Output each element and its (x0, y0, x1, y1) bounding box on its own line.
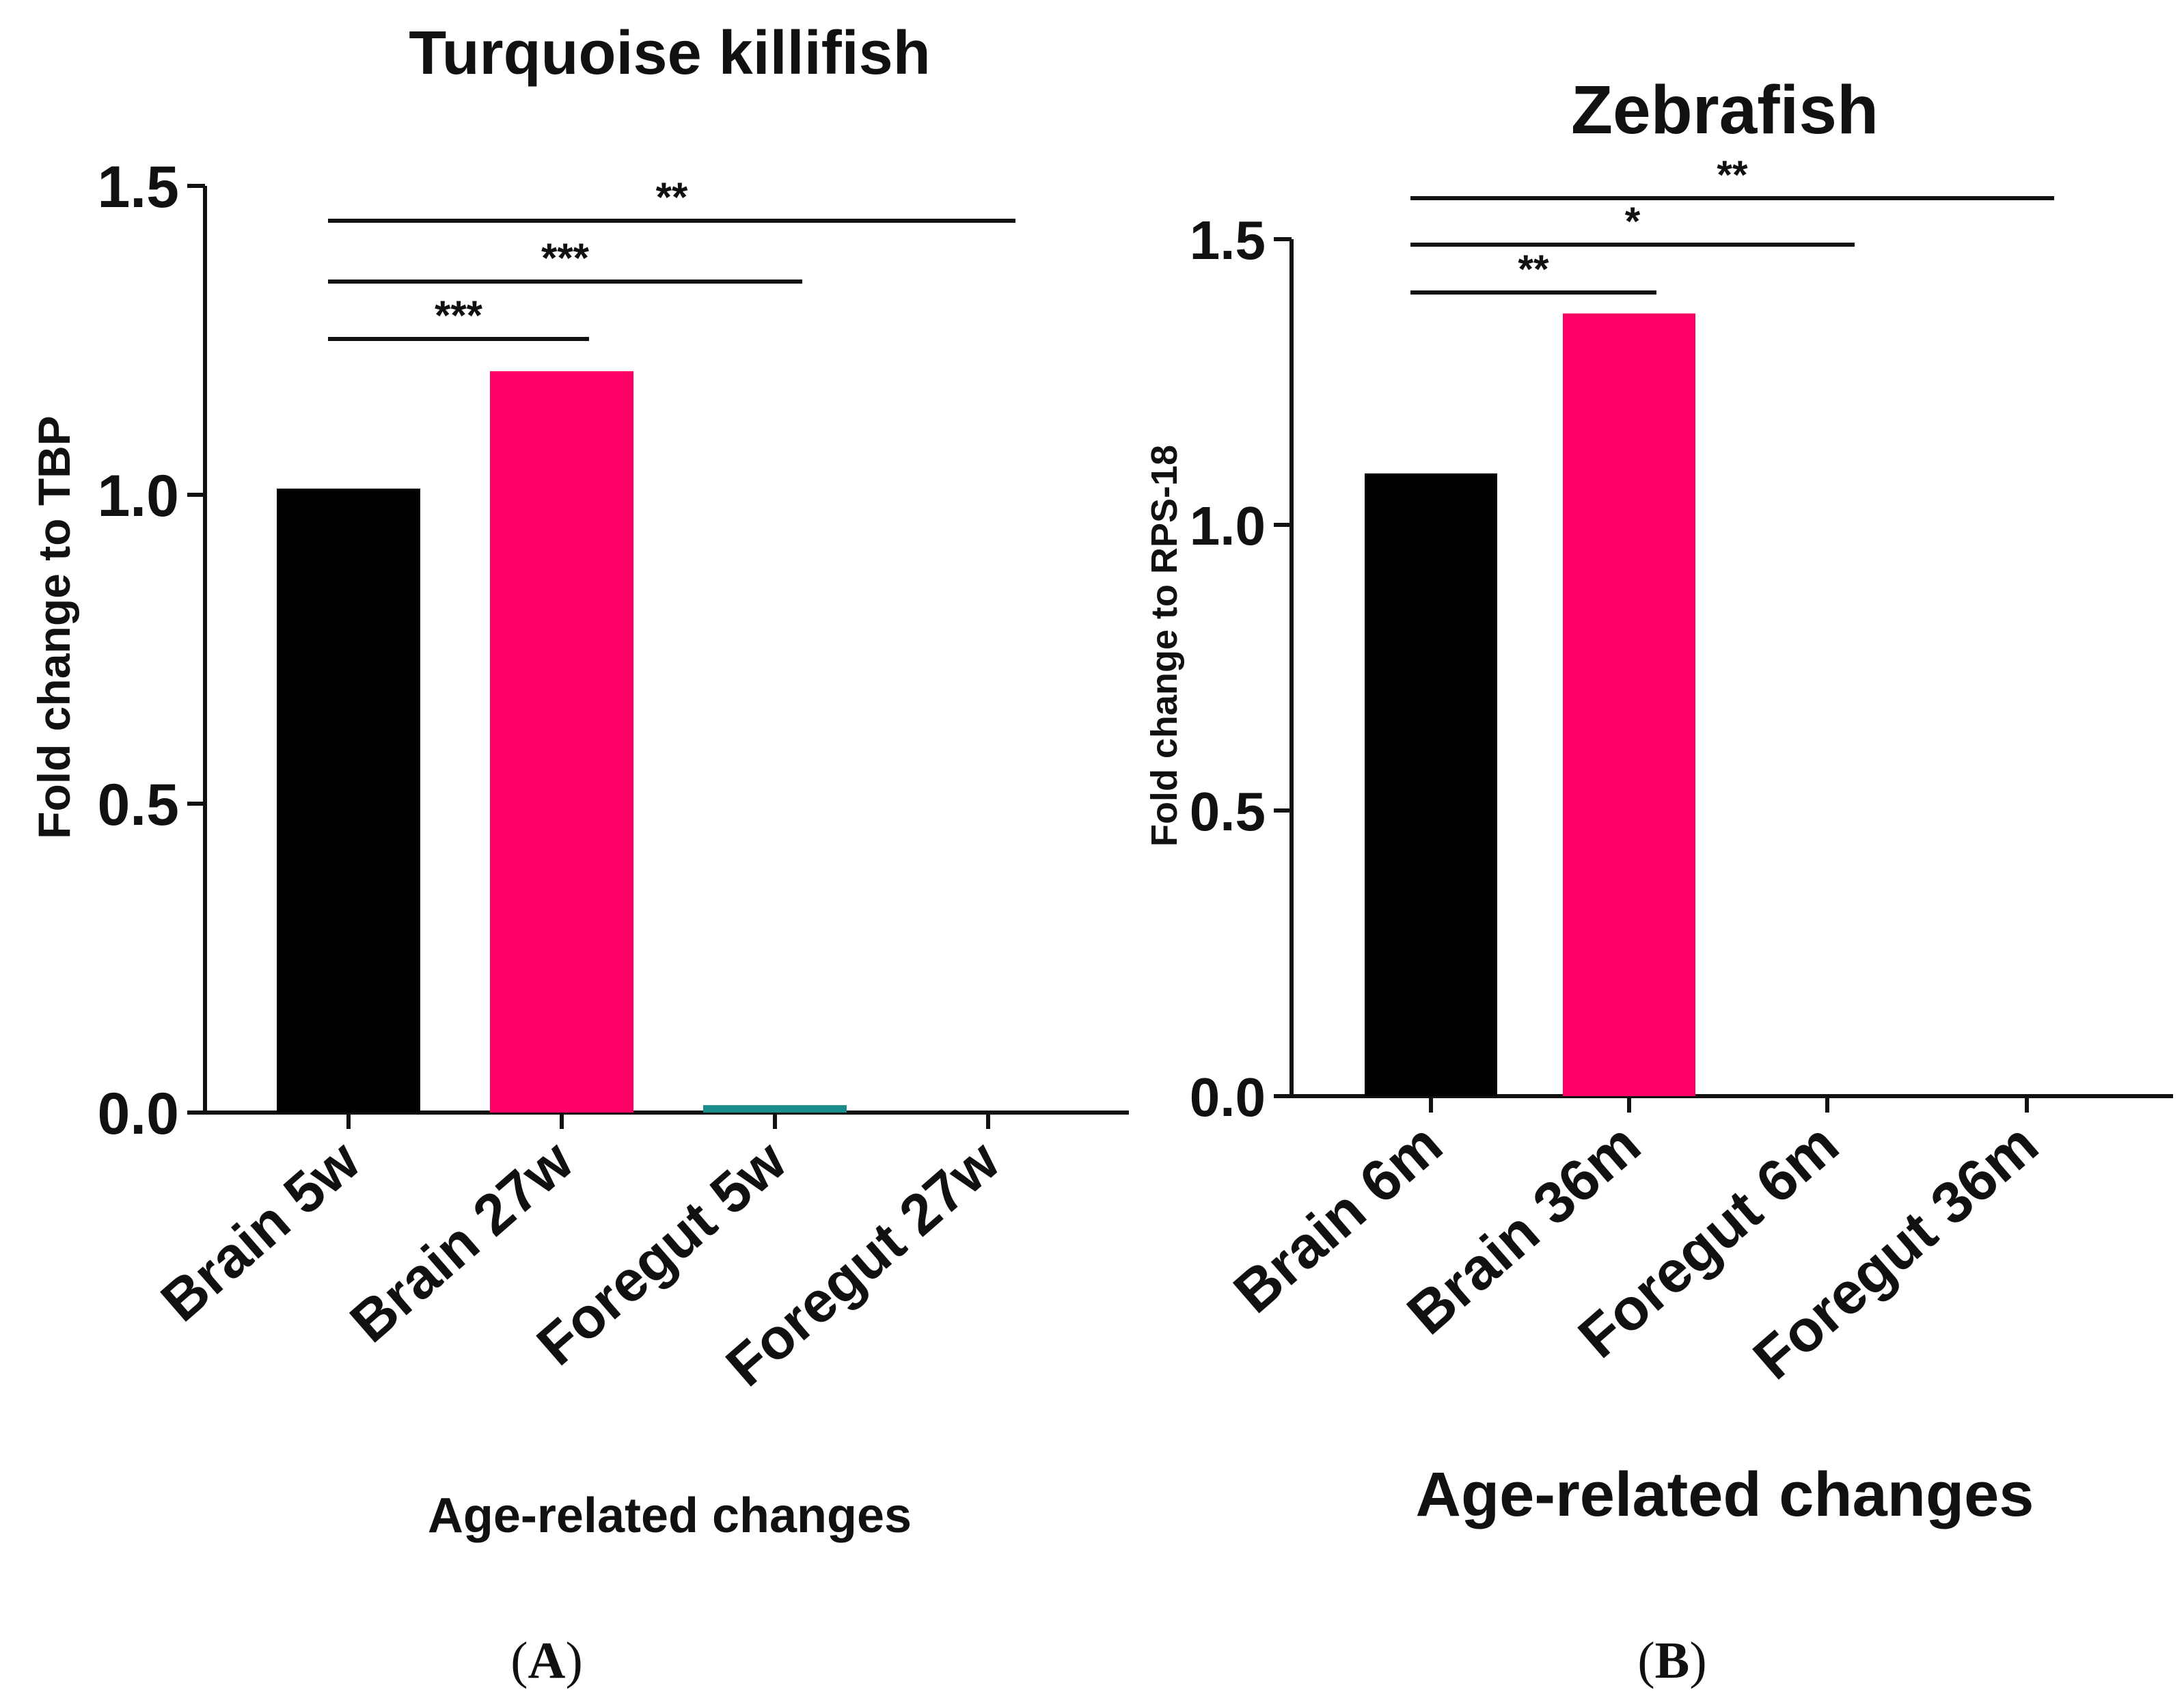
panel-b-y-tick-label: 1.0 (1190, 495, 1266, 556)
panel-b-y-axis-label: Fold change to RPS-18 (1144, 445, 1185, 847)
panel-b-significance-label: * (1625, 200, 1641, 244)
panel-a-label: (A) (510, 1632, 583, 1689)
panel-a-significance-label: *** (435, 292, 483, 338)
panel-a-bar-1 (277, 488, 420, 1113)
panel-b-y-tick-label: 1.5 (1190, 210, 1266, 271)
panel-a-bar-2 (490, 371, 633, 1113)
panel-a-significance-label: *** (541, 235, 590, 281)
panel-b-bar-2 (1563, 313, 1695, 1097)
panel-a-significance-label: ** (656, 174, 688, 220)
panel-b-significance-label: ** (1717, 153, 1748, 197)
panel-b-y-tick-label: 0.5 (1190, 781, 1266, 842)
panel-b-significance-label: ** (1518, 247, 1549, 292)
panel-a-y-tick-label: 0.5 (97, 772, 179, 838)
panel-a-chart: Turquoise killifish Fold change to TBP A… (29, 19, 1129, 1689)
panel-a-y-axis-label: Fold change to TBP (29, 415, 79, 839)
panel-a-x-axis-label: Age-related changes (428, 1488, 912, 1543)
panel-b-label: (B) (1637, 1632, 1706, 1689)
panel-b-title: Zebrafish (1571, 72, 1879, 148)
panel-b-y-tick-label: 0.0 (1190, 1067, 1266, 1128)
panel-a-y-tick-label: 0.0 (97, 1081, 179, 1147)
panel-a-bar-3 (703, 1105, 847, 1113)
panel-b-chart: Zebrafish Fold change to RPS-18 Age-rela… (1144, 72, 2173, 1689)
panel-a-y-tick-label: 1.0 (97, 463, 179, 529)
panel-a-y-tick-label: 1.5 (97, 154, 179, 220)
panel-a-title: Turquoise killifish (409, 19, 930, 87)
panel-b-bar-1 (1365, 473, 1497, 1096)
panel-a-category-label: Brain 5w (149, 1128, 372, 1333)
panel-b-x-axis-label: Age-related changes (1416, 1460, 2034, 1529)
